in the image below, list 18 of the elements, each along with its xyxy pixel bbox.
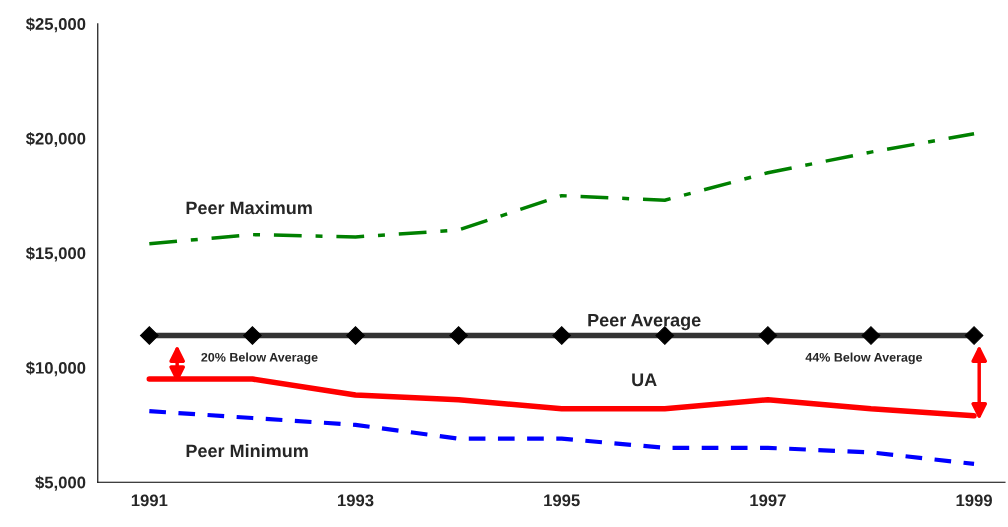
- x-tick-label: 1991: [131, 494, 168, 507]
- y-tick-label: $20,000: [25, 132, 86, 147]
- x-tick-label: 1997: [750, 494, 786, 507]
- series-label: Peer Maximum: [186, 200, 312, 215]
- series-label: Peer Minimum: [186, 443, 308, 458]
- line-series: [147, 409, 977, 466]
- y-tick-label: $10,000: [25, 361, 86, 377]
- annotation: 20% Below Average: [201, 352, 318, 365]
- x-tick-label: 1999: [956, 494, 992, 507]
- y-tick-label: $25,000: [25, 17, 86, 33]
- y-tick-label: $15,000: [25, 246, 86, 262]
- x-tick-label: 1993: [338, 494, 374, 507]
- annotation: 44% Below Average: [805, 352, 923, 365]
- series-label: Peer Average: [588, 313, 701, 331]
- y-tick-label: $5,000: [35, 475, 86, 491]
- x-tick-label: 1995: [544, 494, 580, 507]
- line-series: [147, 132, 976, 246]
- series-label: UA: [632, 373, 657, 387]
